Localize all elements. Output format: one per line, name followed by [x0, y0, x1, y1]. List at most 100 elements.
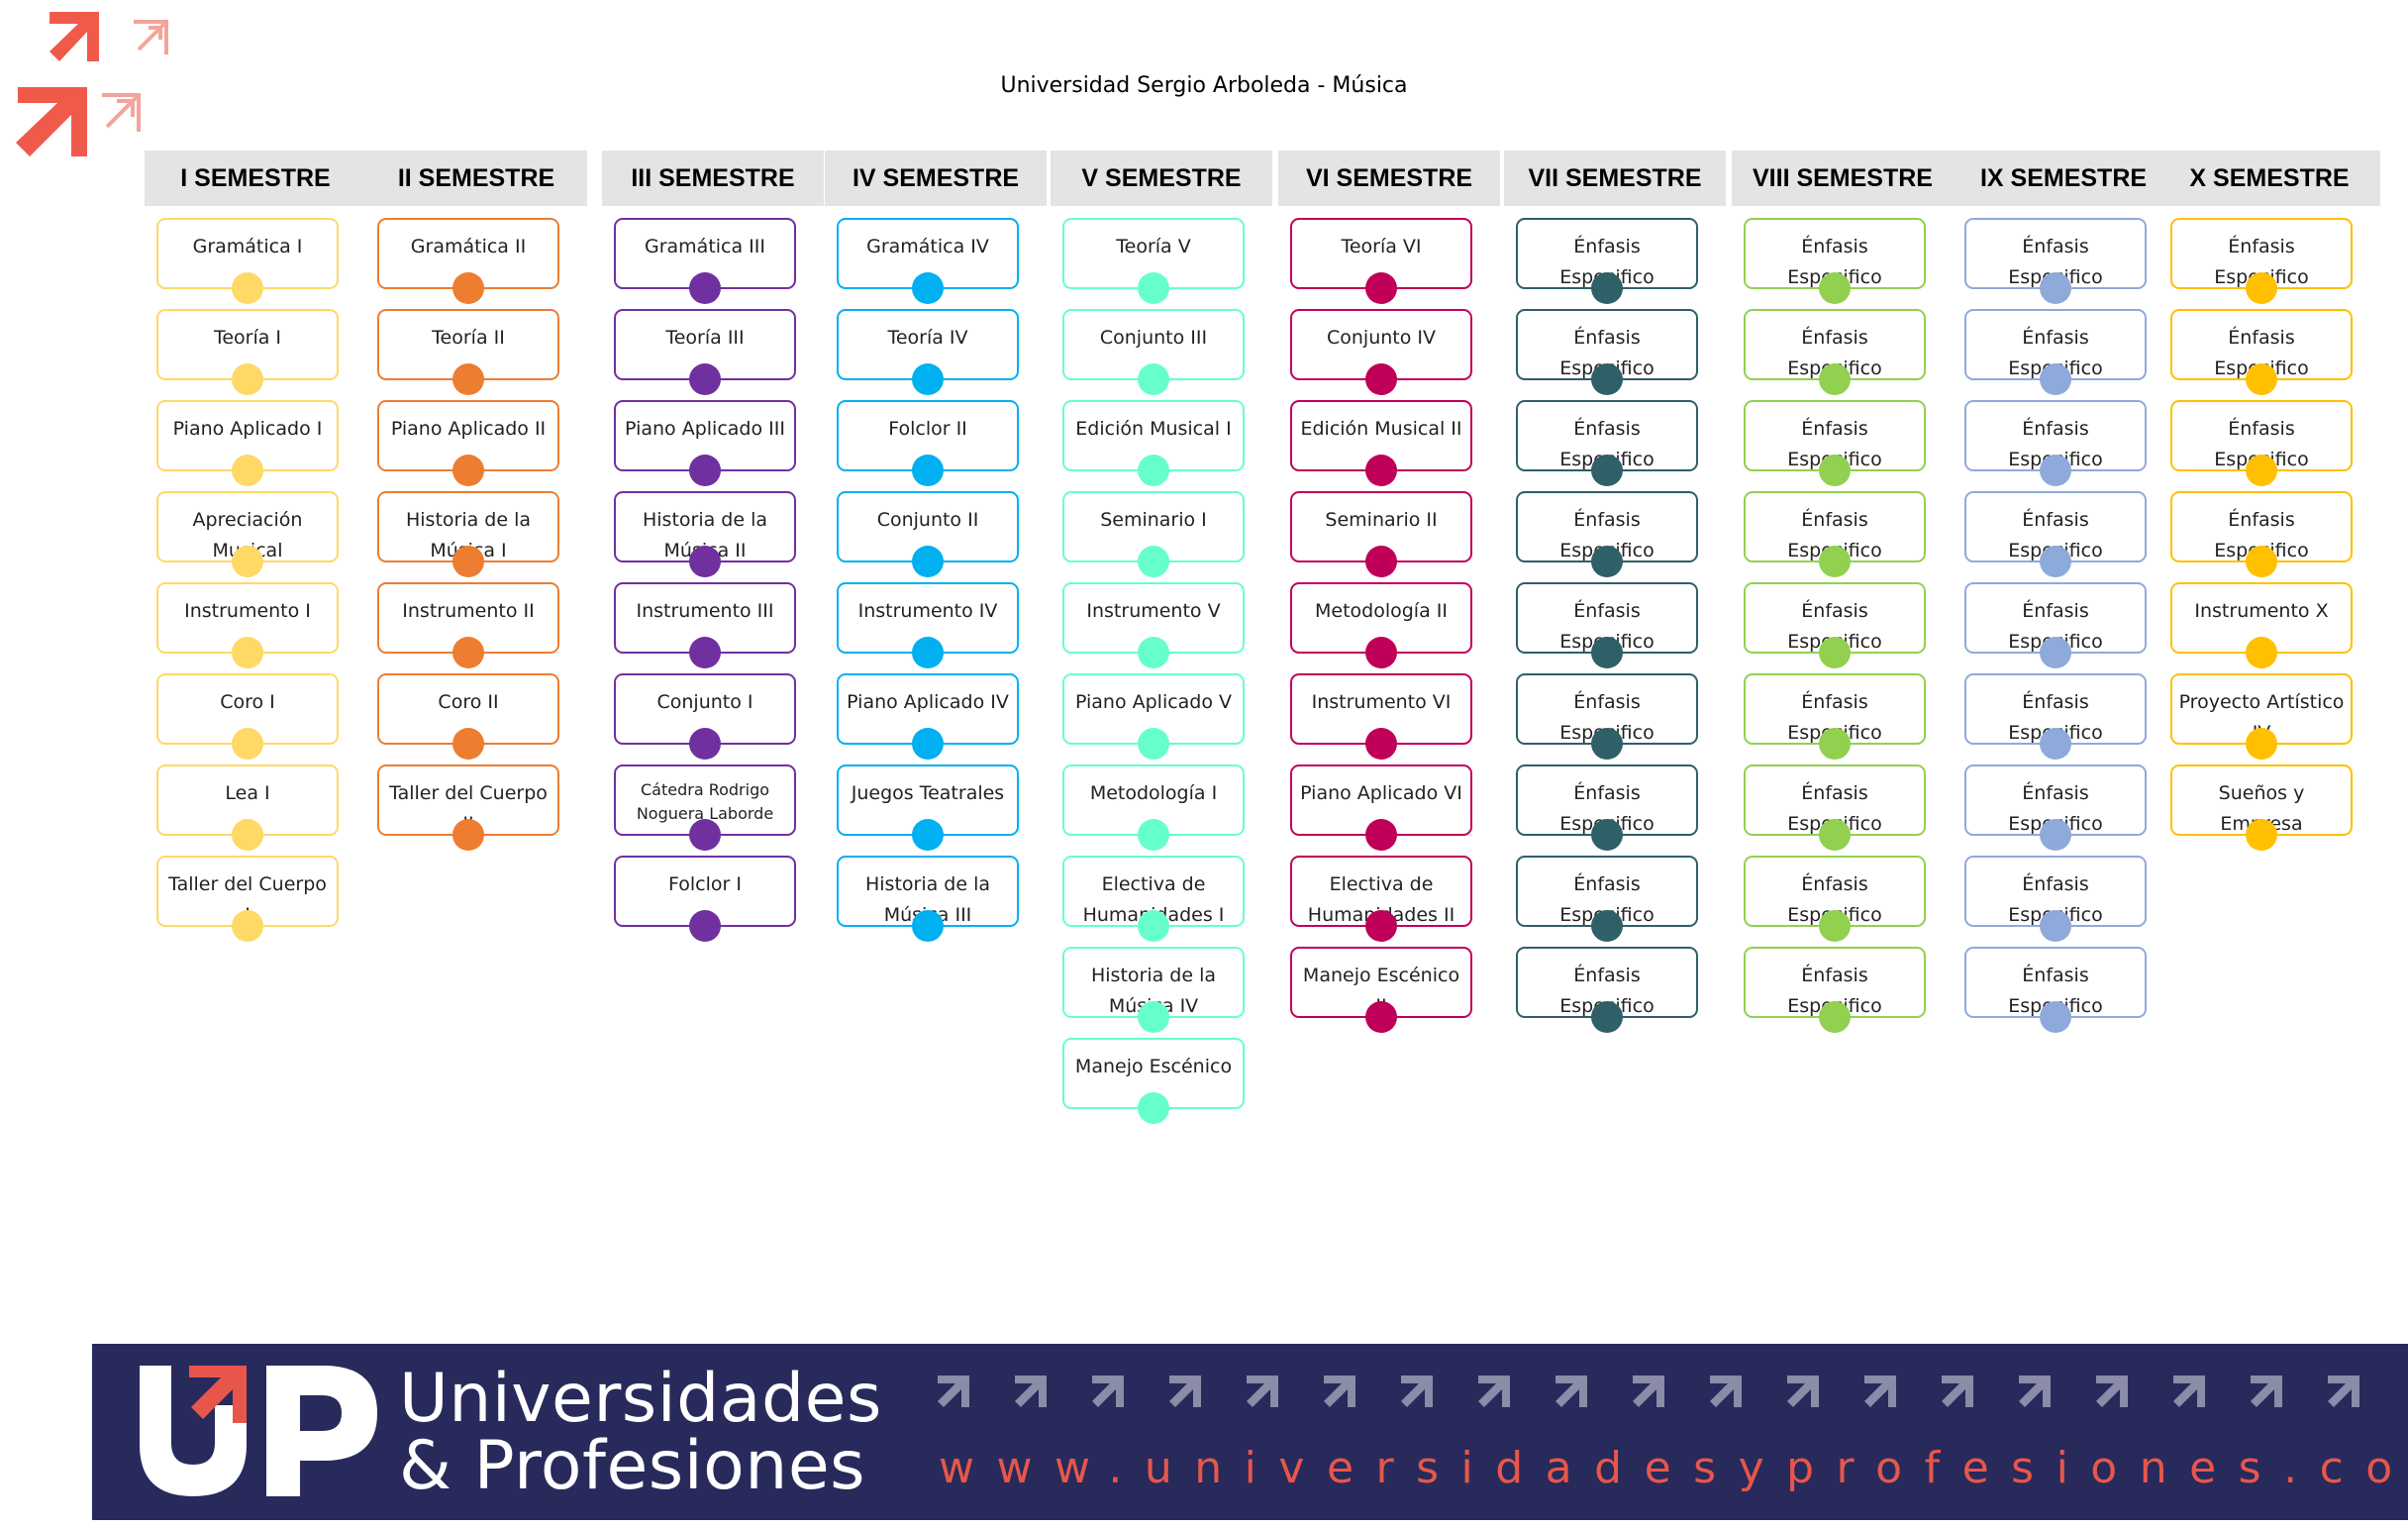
- course-connector-dot: [1365, 910, 1397, 942]
- course-box: Conjunto IV: [1290, 309, 1472, 395]
- course-box: Historia de la Música IV: [1062, 947, 1245, 1033]
- course-connector-dot: [232, 910, 263, 942]
- course-label: Folclor II: [888, 418, 967, 440]
- course-box: Piano Aplicado III: [614, 400, 796, 486]
- course-box: Apreciación Musical: [156, 491, 339, 577]
- course-connector-dot: [2246, 272, 2277, 304]
- course-label: Edición Musical II: [1300, 418, 1462, 440]
- semester-header: II SEMESTRE: [365, 151, 587, 206]
- course-connector-dot: [1819, 546, 1851, 577]
- course-connector-dot: [1138, 728, 1169, 760]
- course-connector-dot: [1138, 637, 1169, 668]
- course-connector-dot: [2246, 819, 2277, 851]
- course-box: Énfasis Especifico: [1744, 218, 1926, 304]
- course-box: Instrumento I: [156, 582, 339, 668]
- course-label: Conjunto IV: [1326, 327, 1436, 349]
- arrow-icon: [1015, 1375, 1047, 1407]
- brand-line-2: & Profesiones: [399, 1427, 866, 1505]
- course-box: Coro I: [156, 673, 339, 760]
- course-box: Metodología I: [1062, 764, 1245, 851]
- course-box: Juegos Teatrales: [837, 764, 1019, 851]
- semester-column: III SEMESTRE Gramática III Teoría III Piano…: [602, 151, 824, 942]
- course-box: Conjunto I: [614, 673, 796, 760]
- course-box: Gramática III: [614, 218, 796, 304]
- course-box: Teoría II: [377, 309, 559, 395]
- course-connector-dot: [1591, 910, 1623, 942]
- course-label: Piano Aplicado II: [390, 418, 547, 440]
- course-label: Énfasis Especifico: [1559, 873, 1654, 926]
- course-connector-dot: [1819, 363, 1851, 395]
- course-box: Taller del Cuerpo I: [156, 856, 339, 942]
- course-connector-dot: [1819, 637, 1851, 668]
- course-connector-dot: [2246, 363, 2277, 395]
- course-box: Énfasis Especifico: [1516, 764, 1698, 851]
- course-connector-dot: [912, 819, 944, 851]
- course-box: Énfasis Especifico: [2170, 491, 2353, 577]
- course-connector-dot: [1819, 819, 1851, 851]
- course-label: Instrumento IV: [857, 600, 998, 622]
- arrow-icon: [938, 1375, 969, 1407]
- course-connector-dot: [689, 728, 721, 760]
- course-connector-dot: [1591, 728, 1623, 760]
- course-box: Énfasis Especifico: [1744, 764, 1926, 851]
- course-box: Gramática IV: [837, 218, 1019, 304]
- course-connector-dot: [689, 637, 721, 668]
- course-connector-dot: [912, 910, 944, 942]
- course-connector-dot: [1138, 455, 1169, 486]
- course-connector-dot: [689, 272, 721, 304]
- course-box: Énfasis Especifico: [1744, 309, 1926, 395]
- course-connector-dot: [452, 272, 484, 304]
- course-box: Instrumento VI: [1290, 673, 1472, 760]
- course-box: Gramática I: [156, 218, 339, 304]
- course-box: Énfasis Especifico: [2170, 400, 2353, 486]
- course-connector-dot: [1819, 1001, 1851, 1033]
- course-label: Piano Aplicado VI: [1300, 782, 1462, 804]
- course-connector-dot: [912, 272, 944, 304]
- course-box: Lea I: [156, 764, 339, 851]
- course-connector-dot: [689, 546, 721, 577]
- course-label: Gramática III: [645, 236, 765, 257]
- course-connector-dot: [1819, 910, 1851, 942]
- course-connector-dot: [1365, 819, 1397, 851]
- course-label: Coro II: [438, 691, 499, 713]
- course-connector-dot: [689, 910, 721, 942]
- course-connector-dot: [912, 546, 944, 577]
- course-box: Instrumento IV: [837, 582, 1019, 668]
- arrow-icon: [1787, 1375, 1819, 1407]
- semester-header: V SEMESTRE: [1051, 151, 1272, 206]
- course-box: Énfasis Especifico: [1744, 582, 1926, 668]
- course-connector-dot: [2040, 819, 2071, 851]
- course-connector-dot: [912, 455, 944, 486]
- course-connector-dot: [1365, 546, 1397, 577]
- course-connector-dot: [1819, 455, 1851, 486]
- course-box: Piano Aplicado IV: [837, 673, 1019, 760]
- course-box: Edición Musical II: [1290, 400, 1472, 486]
- course-connector-dot: [232, 363, 263, 395]
- course-connector-dot: [2040, 728, 2071, 760]
- course-box: Sueños y Empresa: [2170, 764, 2353, 851]
- course-connector-dot: [452, 363, 484, 395]
- course-label: Teoría VI: [1341, 236, 1422, 257]
- course-connector-dot: [1365, 363, 1397, 395]
- course-connector-dot: [1365, 272, 1397, 304]
- course-box: Folclor II: [837, 400, 1019, 486]
- course-box: Énfasis Especifico: [1516, 582, 1698, 668]
- decorative-arrows-icon: [16, 12, 168, 156]
- arrow-icon: [1169, 1375, 1201, 1407]
- course-box: Énfasis Especifico: [1964, 400, 2147, 486]
- course-box: Teoría I: [156, 309, 339, 395]
- semester-column: V SEMESTRE Teoría V Conjunto III Edición Mu…: [1051, 151, 1272, 1124]
- semester-header: I SEMESTRE: [145, 151, 366, 206]
- course-connector-dot: [2040, 910, 2071, 942]
- course-label: Piano Aplicado III: [625, 418, 785, 440]
- course-label: Metodología II: [1315, 600, 1448, 622]
- course-connector-dot: [1138, 272, 1169, 304]
- course-label: Instrumento V: [1086, 600, 1221, 622]
- course-connector-dot: [1819, 272, 1851, 304]
- course-label: Metodología I: [1089, 782, 1218, 804]
- course-label: Lea I: [225, 782, 270, 804]
